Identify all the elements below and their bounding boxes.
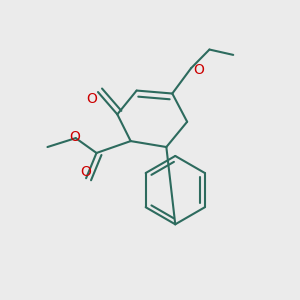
Text: O: O xyxy=(81,165,92,179)
Text: O: O xyxy=(69,130,80,144)
Text: O: O xyxy=(193,63,204,77)
Text: O: O xyxy=(86,92,97,106)
